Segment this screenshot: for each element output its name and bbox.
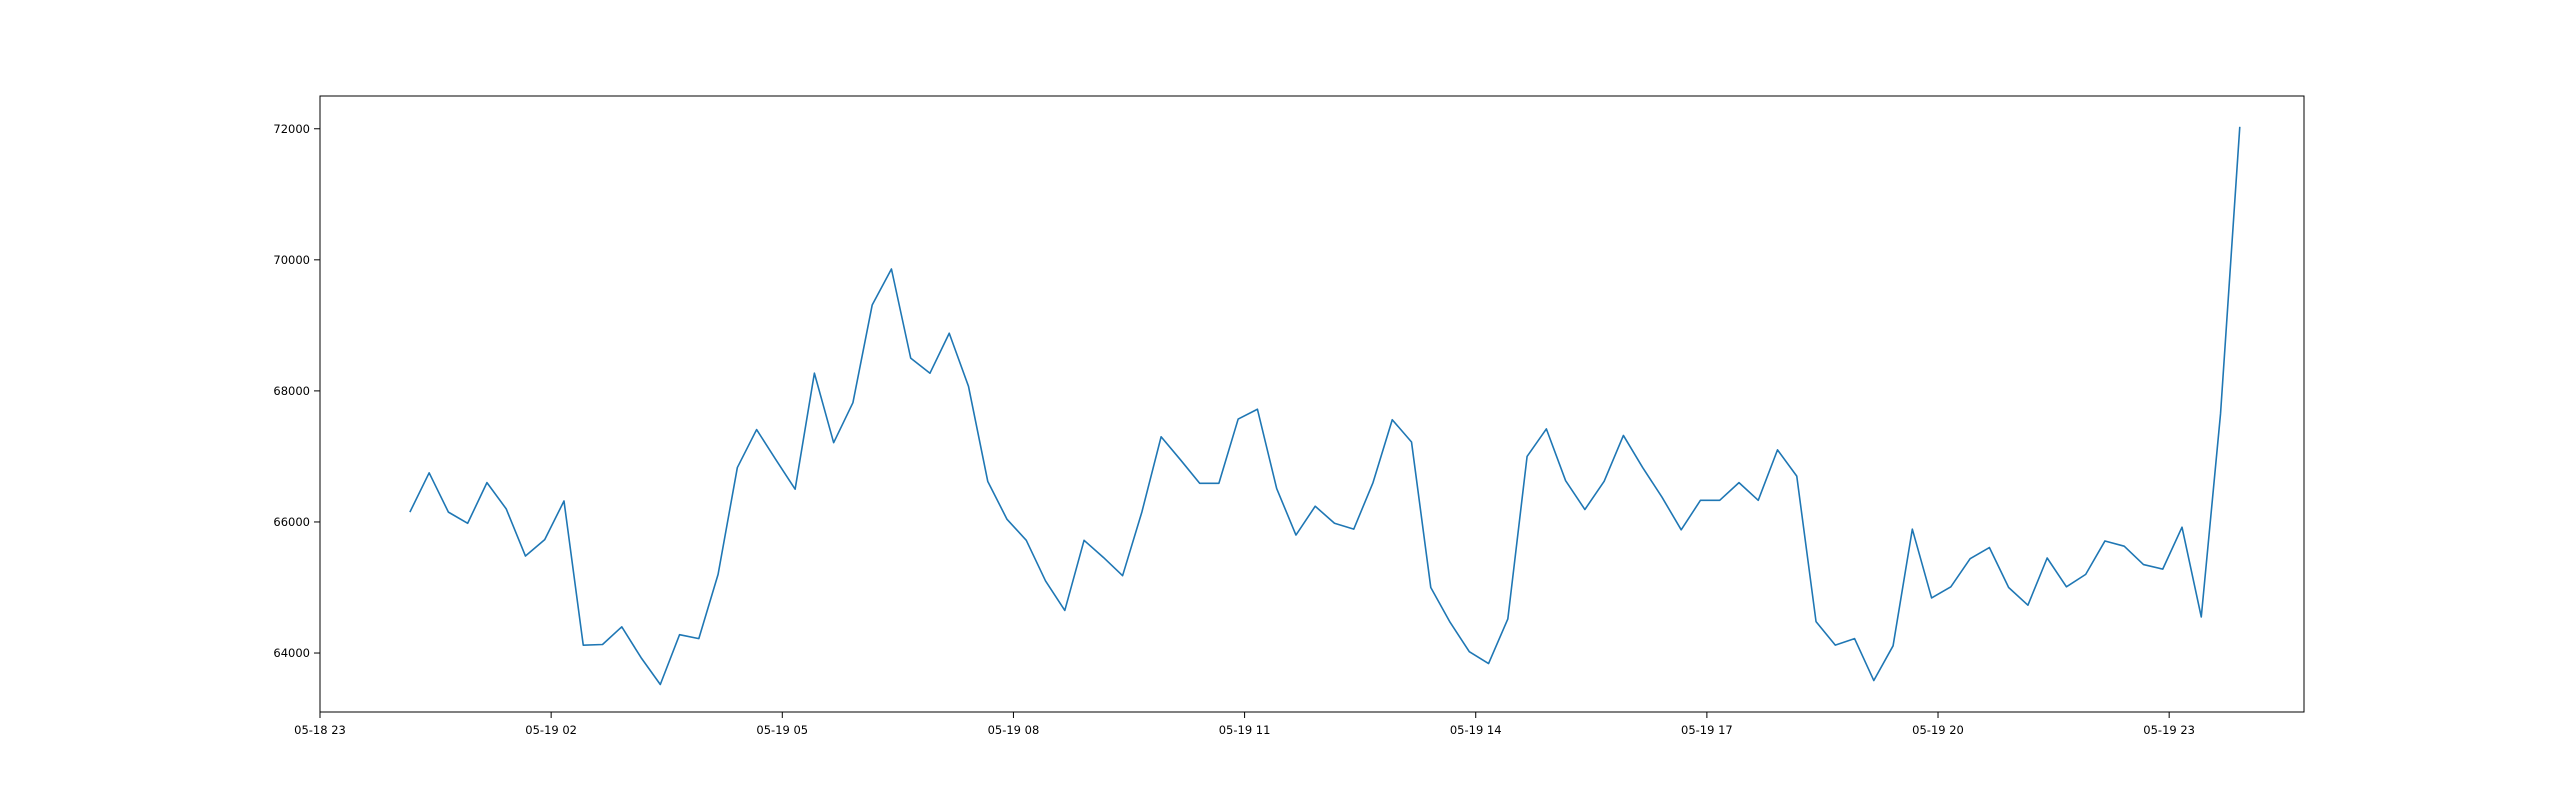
series-line	[409, 126, 2241, 686]
y-tick-label: 70000	[273, 253, 310, 267]
x-axis: 05-18 23 05-19 02 05-19 05 05-19 08 05-19 11…	[294, 712, 2195, 737]
y-tick-label: 66000	[273, 515, 310, 529]
x-tick-label: 05-18 23	[294, 723, 346, 737]
x-tick-label: 05-19 14	[1450, 723, 1502, 737]
x-tick-label: 05-19 23	[2143, 723, 2195, 737]
y-tick-label: 68000	[273, 384, 310, 398]
x-tick-label: 05-19 20	[1912, 723, 1964, 737]
x-tick-label: 05-19 17	[1681, 723, 1733, 737]
x-tick-label: 05-19 05	[756, 723, 808, 737]
y-axis: 64000 66000 68000 70000 72000	[273, 122, 320, 660]
x-tick-label: 05-19 11	[1219, 723, 1271, 737]
plot-area-frame	[319, 95, 2305, 713]
x-tick-label: 05-19 08	[988, 723, 1040, 737]
x-tick-label: 05-19 02	[525, 723, 577, 737]
y-tick-label: 72000	[273, 122, 310, 136]
y-tick-label: 64000	[273, 646, 310, 660]
